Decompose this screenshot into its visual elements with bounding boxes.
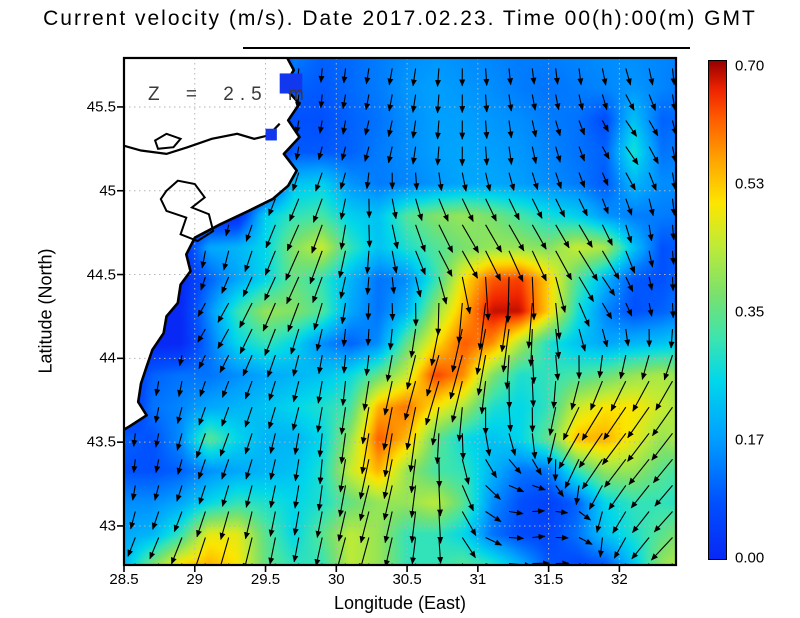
title-underline [243, 47, 690, 49]
y-axis-label: Latitude (North) [35, 248, 56, 374]
velocity-heatmap-canvas [124, 58, 676, 565]
x-tick-label: 32 [611, 571, 628, 588]
colorbar-tick-label: 0.17 [735, 431, 765, 449]
x-tick-label: 30 [327, 571, 345, 588]
y-tick-label: 43.5 [86, 433, 116, 451]
x-axis-label: Longitude (East) [333, 593, 467, 613]
y-tick-label: 44.5 [86, 266, 116, 284]
y-tick-label: 44 [99, 349, 116, 367]
colorbar-tick-label: 0.35 [735, 303, 765, 321]
colorbar-tick-label: 0.70 [735, 57, 765, 75]
y-tick-label: 45.5 [86, 98, 116, 116]
colorbar-tick-label: 0.00 [735, 549, 765, 567]
x-tick-label: 31.5 [534, 571, 564, 588]
x-tick-label: 29.5 [250, 571, 281, 588]
y-tick-label: 43 [99, 517, 116, 535]
x-tick-label: 29 [186, 571, 204, 588]
figure-title: Current velocity (m/s). Date 2017.02.23.… [43, 7, 757, 30]
map-plot: Z = 2.5 m [124, 58, 676, 565]
colorbar [708, 60, 727, 560]
colorbar-tick-label: 0.53 [735, 175, 765, 193]
x-tick-label: 30.5 [392, 571, 422, 588]
y-tick-label: 45 [99, 182, 116, 200]
depth-annotation: Z = 2.5 m [148, 84, 310, 105]
x-tick-label: 28.5 [109, 571, 139, 588]
x-tick-label: 31 [469, 571, 487, 588]
